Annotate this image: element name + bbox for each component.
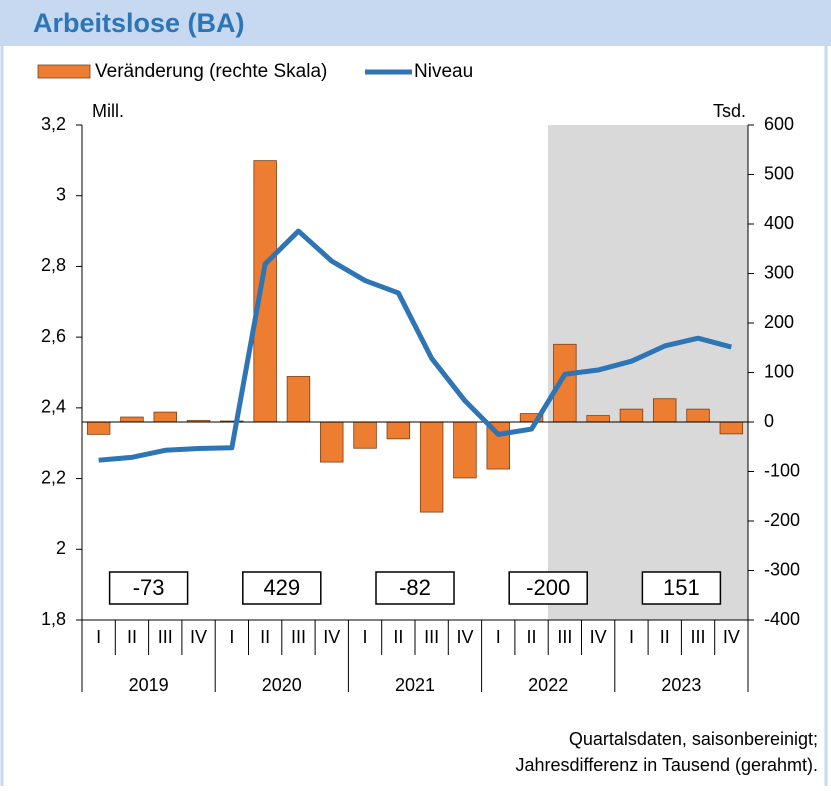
y-tick-label: 1,8 bbox=[41, 609, 66, 629]
annual-label: -82 bbox=[399, 575, 431, 600]
title-bar bbox=[0, 0, 831, 46]
bar bbox=[153, 411, 177, 423]
y-axis-label: Mill. bbox=[92, 101, 124, 121]
annual-label: -200 bbox=[526, 575, 570, 600]
bar bbox=[586, 415, 610, 423]
legend-swatch bbox=[37, 64, 91, 79]
y2-tick-label: -300 bbox=[764, 559, 800, 579]
group-label: 2023 bbox=[661, 675, 701, 695]
bar bbox=[453, 421, 477, 479]
x-tick-label: III bbox=[691, 627, 706, 647]
x-tick-label: II bbox=[260, 627, 270, 647]
x-tick-label: IV bbox=[590, 627, 607, 647]
bar bbox=[86, 421, 111, 435]
y2-tick-label: 600 bbox=[764, 114, 794, 134]
annual-box bbox=[108, 571, 189, 605]
annual-box bbox=[508, 571, 588, 605]
bar bbox=[320, 421, 344, 463]
y2-tick-label: -200 bbox=[764, 510, 800, 530]
x-tick-label: III bbox=[424, 627, 439, 647]
x-tick-label: I bbox=[96, 627, 101, 647]
bar bbox=[253, 160, 277, 423]
y2-tick-label: -400 bbox=[764, 609, 800, 629]
x-tick-label: I bbox=[229, 627, 234, 647]
group-label: 2022 bbox=[528, 675, 568, 695]
annual-box bbox=[375, 571, 455, 605]
bar bbox=[386, 421, 411, 440]
y-tick-label: 3,2 bbox=[41, 114, 66, 134]
group-label: 2021 bbox=[395, 675, 435, 695]
y-tick-label: 2 bbox=[56, 538, 66, 558]
bar bbox=[120, 416, 144, 423]
bar bbox=[653, 398, 677, 423]
x-tick-label: II bbox=[127, 627, 137, 647]
annual-label: -73 bbox=[133, 575, 165, 600]
note: Jahresdifferenz in Tausend (gerahmt). bbox=[515, 755, 818, 775]
x-tick-label: IV bbox=[190, 627, 207, 647]
y-tick-label: 2,2 bbox=[41, 467, 66, 487]
y2-tick-label: 500 bbox=[764, 163, 794, 183]
x-tick-label: I bbox=[629, 627, 634, 647]
y2-axis-label: Tsd. bbox=[713, 101, 746, 121]
x-tick-label: III bbox=[291, 627, 306, 647]
y2-tick-label: 100 bbox=[764, 361, 794, 381]
annual-label: 429 bbox=[263, 575, 300, 600]
annual-box bbox=[242, 571, 322, 605]
bar bbox=[719, 421, 744, 435]
y2-tick-label: 0 bbox=[764, 411, 774, 431]
x-tick-label: III bbox=[158, 627, 173, 647]
legend-label: Niveau bbox=[414, 61, 473, 82]
y-tick-label: 3 bbox=[56, 184, 66, 204]
bar bbox=[686, 408, 710, 423]
annual-label: 151 bbox=[663, 575, 700, 600]
x-tick-label: I bbox=[363, 627, 368, 647]
note: Quartalsdaten, saisonbereinigt; bbox=[569, 729, 818, 749]
y2-tick-label: 200 bbox=[764, 312, 794, 332]
x-tick-label: IV bbox=[456, 627, 473, 647]
x-tick-label: IV bbox=[723, 627, 740, 647]
bar bbox=[619, 408, 644, 423]
x-tick-label: III bbox=[557, 627, 572, 647]
y-tick-label: 2,4 bbox=[41, 397, 66, 417]
y-tick-label: 2,8 bbox=[41, 255, 66, 275]
bar bbox=[419, 421, 444, 513]
group-label: 2020 bbox=[262, 675, 302, 695]
x-tick-label: IV bbox=[323, 627, 340, 647]
x-tick-label: I bbox=[496, 627, 501, 647]
group-label: 2019 bbox=[129, 675, 169, 695]
x-tick-label: II bbox=[527, 627, 537, 647]
y2-tick-label: 400 bbox=[764, 213, 794, 233]
y-tick-label: 2,6 bbox=[41, 326, 66, 346]
annual-box bbox=[641, 571, 722, 605]
line bbox=[98, 228, 732, 463]
bar bbox=[286, 376, 311, 423]
legend-label: Veränderung (rechte Skala) bbox=[95, 61, 327, 82]
bar bbox=[353, 421, 377, 449]
y2-tick-label: -100 bbox=[764, 460, 800, 480]
x-tick-label: II bbox=[660, 627, 670, 647]
x-tick-label: II bbox=[393, 627, 403, 647]
y2-tick-label: 300 bbox=[764, 262, 794, 282]
chart-title: Arbeitslose (BA) bbox=[33, 8, 245, 38]
